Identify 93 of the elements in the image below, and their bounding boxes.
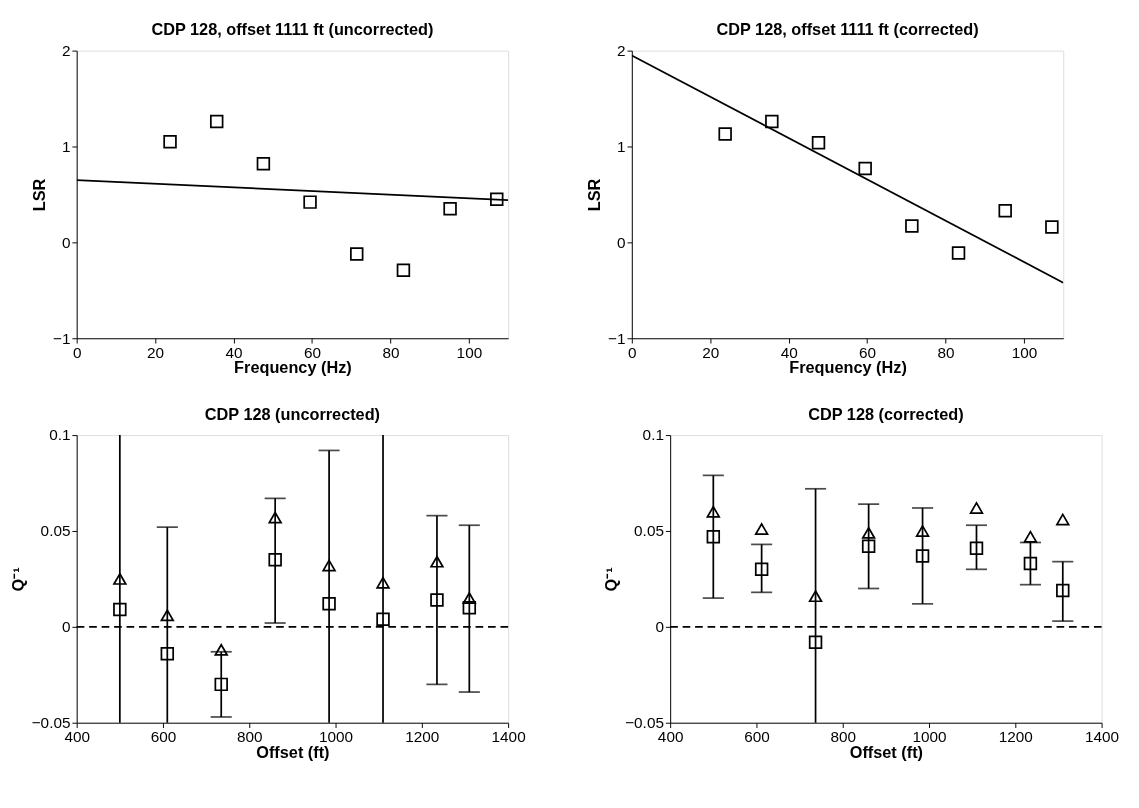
y-tick-label: −1	[608, 329, 626, 347]
x-tick-label: 100	[456, 343, 483, 361]
y-axis-title: LSR	[585, 178, 604, 212]
point	[808, 635, 823, 649]
x-tick-label: 1200	[998, 728, 1033, 746]
point	[430, 555, 444, 568]
point	[969, 541, 984, 555]
point	[1023, 530, 1038, 543]
point	[113, 602, 127, 617]
chart-title: CDP 128 (uncorrected)	[204, 404, 381, 423]
y-tick-label: 0.05	[634, 522, 664, 540]
chart-title: CDP 128, offset 1111 ft (uncorrected)	[151, 20, 434, 39]
point	[443, 202, 457, 216]
point	[113, 572, 127, 585]
point	[905, 219, 919, 233]
point	[209, 114, 224, 129]
x-tick-label: 0	[72, 343, 82, 361]
y-axis-title: Q⁻¹	[8, 567, 27, 592]
point	[1056, 583, 1070, 598]
x-tick-label: 600	[744, 728, 770, 746]
x-tick-label: 600	[150, 728, 177, 746]
point	[951, 246, 966, 260]
point	[1045, 220, 1059, 234]
y-tick-label: 1	[617, 137, 626, 155]
point	[322, 559, 336, 572]
point	[462, 592, 477, 605]
y-tick-label: 0.1	[49, 426, 71, 444]
point	[915, 549, 930, 563]
point	[811, 135, 826, 150]
y-tick-label: −0.05	[31, 714, 71, 731]
x-tick-label: 20	[147, 343, 165, 361]
point	[861, 526, 876, 539]
point	[1023, 556, 1038, 571]
point	[915, 525, 930, 537]
y-tick-label: 0.1	[642, 426, 664, 444]
x-tick-label: 20	[702, 343, 720, 361]
point	[718, 127, 732, 141]
y-tick-label: −0.05	[625, 714, 664, 731]
x-tick-label: 40	[780, 343, 798, 361]
point	[160, 609, 175, 622]
point	[163, 134, 177, 149]
point	[376, 612, 390, 626]
x-axis-title: Frequency (Hz)	[234, 358, 352, 377]
y-tick-label: 0	[617, 233, 626, 251]
point	[430, 593, 444, 607]
x-tick-label: 1400	[1085, 728, 1120, 746]
point	[754, 523, 769, 536]
point	[490, 192, 504, 206]
point	[303, 195, 317, 209]
point	[969, 502, 984, 514]
point	[350, 247, 364, 261]
x-tick-label: 60	[303, 343, 322, 361]
point	[256, 157, 271, 171]
x-tick-label: 100	[1011, 343, 1038, 361]
y-tick-label: 1	[61, 137, 71, 155]
x-tick-label: 400	[64, 728, 90, 746]
y-tick-label: 0	[655, 618, 664, 636]
point	[858, 161, 872, 176]
point	[396, 263, 411, 277]
point	[268, 511, 282, 524]
y-axis-title: Q⁻¹	[602, 567, 621, 592]
y-axis-title: LSR	[30, 178, 49, 212]
point	[214, 677, 228, 692]
y-tick-label: 2	[61, 41, 71, 59]
x-tick-label: 400	[657, 728, 684, 746]
point	[322, 597, 336, 611]
point	[462, 600, 477, 615]
x-tick-label: 60	[859, 343, 877, 361]
point	[861, 539, 876, 554]
point	[1056, 513, 1070, 526]
x-axis-title: Frequency (Hz)	[789, 358, 907, 377]
chart-title: CDP 128 (corrected)	[808, 404, 964, 423]
x-tick-label: 1400	[491, 728, 526, 746]
x-tick-label: 80	[937, 343, 955, 361]
y-tick-label: 0.05	[40, 522, 71, 540]
point	[268, 553, 282, 567]
point	[808, 590, 823, 603]
point	[765, 114, 779, 129]
point	[160, 646, 175, 661]
x-tick-label: 40	[225, 343, 243, 361]
y-tick-label: 0	[61, 233, 71, 251]
point	[706, 505, 721, 518]
point	[214, 643, 228, 656]
point	[706, 529, 721, 544]
x-tick-label: 1200	[405, 728, 440, 746]
point	[376, 576, 390, 589]
y-tick-label: 2	[617, 41, 626, 59]
point	[998, 204, 1012, 218]
point	[754, 562, 769, 577]
y-tick-label: 0	[61, 618, 71, 636]
x-tick-label: 80	[382, 343, 400, 361]
chart-title: CDP 128, offset 1111 ft (corrected)	[716, 20, 979, 39]
y-tick-label: −1	[52, 329, 71, 347]
